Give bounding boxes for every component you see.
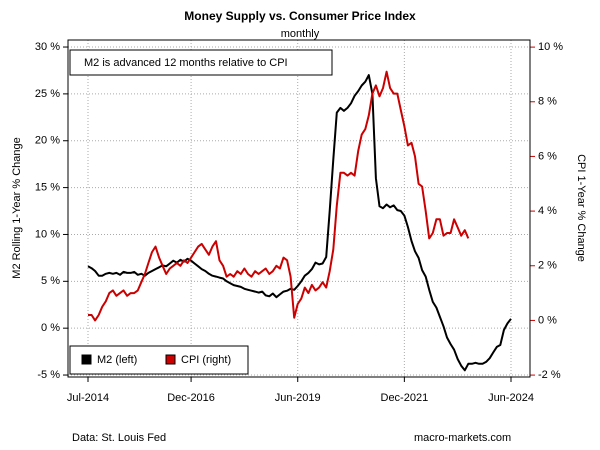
chart-title: Money Supply vs. Consumer Price Index xyxy=(184,9,416,23)
legend-label: M2 (left) xyxy=(97,354,137,366)
y2-tick-label: -2 % xyxy=(538,369,561,381)
legend-label: CPI (right) xyxy=(181,354,231,366)
x-tick-label: Jun-2024 xyxy=(488,392,534,404)
plot-frame xyxy=(67,39,531,378)
y2-tick-label: 0 % xyxy=(538,314,557,326)
y-tick-label: 20 % xyxy=(35,135,60,147)
source: Data: St. Louis Fed xyxy=(72,432,166,444)
y2-axis-label: CPI 1-Year % Change xyxy=(575,154,587,262)
legend-swatch xyxy=(81,354,92,365)
y-axis-label: M2 Rolling 1-Year % Change xyxy=(11,137,23,278)
y2-tick-label: 2 % xyxy=(538,260,557,272)
y-tick-label: 30 % xyxy=(35,41,60,53)
y-tick-label: -5 % xyxy=(37,369,60,381)
x-tick-label: Dec-2016 xyxy=(167,392,215,404)
legend-swatch xyxy=(165,354,176,365)
x-tick-label: Jun-2019 xyxy=(275,392,321,404)
legend-box xyxy=(69,345,249,375)
y-tick-label: 15 % xyxy=(35,182,60,194)
annotation: M2 is advanced 12 months relative to CPI xyxy=(84,57,288,69)
y-tick-label: 25 % xyxy=(35,88,60,100)
y-tick-label: 0 % xyxy=(41,322,60,334)
series-line xyxy=(87,74,512,372)
y-tick-label: 5 % xyxy=(41,275,60,287)
credit: macro-markets.com xyxy=(414,432,511,444)
y2-tick-label: 10 % xyxy=(538,41,563,53)
chart-subtitle: monthly xyxy=(281,28,320,40)
x-tick-label: Dec-2021 xyxy=(381,392,429,404)
series-line xyxy=(88,70,470,322)
y2-tick-label: 8 % xyxy=(538,96,557,108)
y2-tick-label: 4 % xyxy=(538,205,557,217)
y-tick-label: 10 % xyxy=(35,228,60,240)
annotation-box xyxy=(69,49,333,76)
y2-tick-label: 6 % xyxy=(538,150,557,162)
x-tick-label: Jul-2014 xyxy=(67,392,109,404)
